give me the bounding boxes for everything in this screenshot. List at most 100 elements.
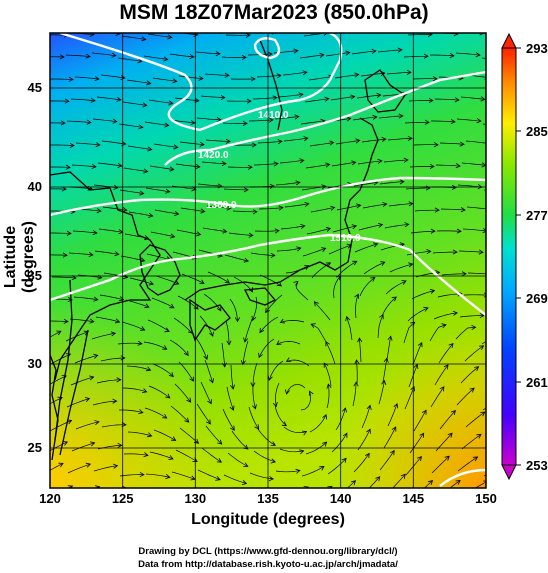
streamline (456, 387, 475, 406)
streamline (257, 140, 282, 144)
streamline-arrowhead (272, 95, 278, 101)
streamline (299, 54, 324, 59)
streamline-arrowhead (199, 141, 205, 147)
streamline-arrowhead (246, 98, 252, 104)
streamline-arrowhead (342, 432, 348, 438)
streamline-arrowhead (488, 272, 492, 276)
streamline-arrowhead (277, 139, 283, 145)
streamline-arrowhead (61, 186, 67, 192)
streamline-arrowhead (168, 455, 174, 460)
streamline-arrowhead (350, 480, 356, 486)
streamline (414, 209, 440, 212)
streamline-arrowhead (429, 163, 435, 169)
streamline-arrowhead (190, 475, 196, 481)
streamline (278, 28, 302, 31)
streamline (252, 296, 258, 321)
streamline-arrowhead (410, 386, 415, 392)
streamline-arrowhead (84, 397, 91, 402)
streamline (467, 272, 486, 275)
streamline-arrowhead (351, 224, 358, 230)
streamline (359, 338, 362, 363)
streamline (306, 228, 331, 235)
streamline (275, 470, 300, 473)
streamline (331, 161, 356, 167)
streamline (207, 271, 230, 284)
streamline-arrowhead (67, 296, 73, 303)
streamline-arrowhead (116, 96, 122, 102)
x-tick-label: 150 (475, 491, 497, 506)
streamline (352, 116, 377, 121)
geopotential-contours (50, 33, 486, 487)
streamline (286, 383, 306, 395)
streamline (430, 386, 445, 408)
streamline (459, 315, 484, 318)
streamline-arrowhead (310, 323, 316, 329)
streamline (117, 57, 142, 62)
y-tick-label: 30 (27, 356, 42, 371)
streamline (66, 120, 91, 123)
streamline (409, 166, 434, 168)
streamline-arrowhead (243, 337, 249, 343)
x-tick-label: 120 (39, 491, 61, 506)
streamline-arrowhead (173, 144, 179, 150)
colorbar-max-arrow (501, 32, 517, 49)
streamline-arrowhead (357, 337, 363, 343)
streamline-arrowhead (398, 113, 404, 119)
streamline-arrowhead (303, 486, 309, 488)
streamline (483, 474, 486, 477)
streamline-arrowhead (113, 184, 119, 190)
streamline-arrowhead (293, 280, 299, 286)
streamline (248, 406, 259, 430)
streamline (381, 296, 397, 317)
streamline (119, 474, 144, 477)
streamline (413, 410, 427, 432)
streamline (314, 301, 331, 321)
streamline-arrowhead (430, 228, 436, 234)
streamline-arrowhead (209, 378, 214, 384)
streamline (123, 167, 148, 172)
streamline (385, 280, 407, 295)
streamline (92, 118, 117, 123)
streamline-arrowhead (140, 326, 146, 331)
streamline (357, 429, 371, 451)
streamline-arrowhead (299, 158, 305, 164)
streamline (91, 332, 116, 340)
streamline (229, 298, 238, 322)
streamline-arrowhead (400, 473, 406, 479)
streamline-arrowhead (241, 480, 248, 485)
streamline (252, 362, 258, 387)
streamline (50, 353, 71, 365)
streamline-arrowhead (217, 183, 223, 189)
streamline-arrowhead (209, 331, 214, 337)
streamline-arrowhead (452, 310, 458, 316)
streamline (173, 317, 193, 334)
streamline-arrowhead (372, 114, 378, 120)
streamline (279, 159, 304, 164)
streamline-arrowhead (270, 458, 276, 464)
streamline-arrowhead (460, 207, 466, 213)
streamline-arrowhead (391, 426, 397, 432)
streamline (148, 385, 171, 399)
x-axis-label: Longitude (degrees) (191, 511, 345, 528)
streamline-arrowhead (216, 117, 222, 123)
streamline-arrowhead (390, 449, 395, 456)
streamline-arrowhead (381, 136, 387, 143)
streamline (392, 474, 406, 488)
streamline (225, 320, 230, 345)
streamline-arrowhead (63, 318, 69, 324)
streamline (122, 101, 147, 106)
streamline-arrowhead (144, 303, 150, 309)
streamline-arrowhead (376, 92, 382, 98)
streamline (153, 143, 178, 148)
streamline-arrowhead (221, 161, 227, 167)
streamline (101, 424, 126, 428)
streamline (325, 52, 350, 57)
streamline (410, 230, 435, 234)
streamline-arrowhead (245, 33, 251, 38)
streamline-arrowhead (122, 207, 128, 213)
streamline-arrowhead (203, 354, 209, 360)
streamline-arrowhead (183, 350, 189, 357)
streamline (122, 387, 147, 393)
streamline (125, 299, 150, 308)
streamline-arrowhead (184, 417, 190, 423)
